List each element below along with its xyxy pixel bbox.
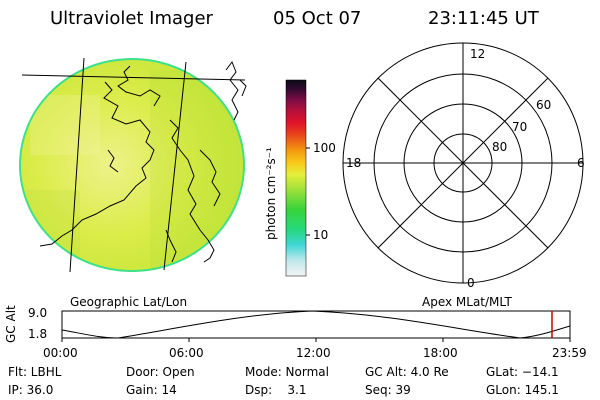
status-gain: Gain: 14 [126,383,177,397]
mlat-label-80: 80 [492,140,508,154]
timeline-y-tick-9: 9.0 [28,306,48,320]
status-gc-alt: GC Alt: 4.0 Re [365,365,449,379]
status-filter: Flt: LBHL [8,365,62,379]
timeline-x-tick-1800: 18:00 [423,346,458,360]
mlt-label-18: 18 [346,156,362,170]
mlat-label-70: 70 [512,120,528,134]
altitude-curve [61,310,571,339]
timeline-x-tick-1200: 12:00 [296,346,331,360]
timeline-x-tick-2359: 23:59 [552,346,587,360]
colorbar-tick-10: 10 [313,228,329,242]
timeline-x-tick-0600: 06:00 [169,346,204,360]
observation-time: 23:11:45 UT [428,8,539,29]
coastlines [39,60,247,263]
mlt-label-0: 0 [467,276,475,290]
observation-date: 05 Oct 07 [273,8,362,29]
colorbar-tick-100: 100 [313,141,336,155]
mlt-label-6: 6 [577,156,585,170]
status-dsp: Dsp: 3.1 [245,383,307,397]
instrument-title: Ultraviolet Imager [50,8,213,29]
mlt-label-12: 12 [470,47,486,61]
timeline-y-label: GC Alt [4,305,18,343]
colorbar-scale [285,79,307,277]
mlat-label-60: 60 [536,98,552,112]
status-glat: GLat: −14.1 [486,365,559,379]
map-gridlines [21,57,246,273]
status-mode: Mode: Normal [245,365,329,379]
polar-projection-label: Apex MLat/MLT [422,295,512,309]
status-glon: GLon: 145.1 [486,383,559,397]
map-projection-label: Geographic Lat/Lon [70,295,188,309]
status-ip: IP: 36.0 [8,383,54,397]
timeline-x-tick-0000: 00:00 [43,346,78,360]
timeline-y-tick-1-8: 1.8 [28,327,48,341]
status-door: Door: Open [126,365,195,379]
status-seq: Seq: 39 [365,383,411,397]
